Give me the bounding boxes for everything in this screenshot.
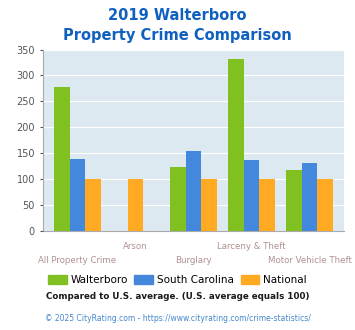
- Legend: Walterboro, South Carolina, National: Walterboro, South Carolina, National: [44, 271, 311, 289]
- Bar: [317, 179, 333, 231]
- Bar: [186, 150, 201, 231]
- Text: Motor Vehicle Theft: Motor Vehicle Theft: [268, 256, 351, 265]
- Text: 2019 Walterboro: 2019 Walterboro: [108, 8, 247, 23]
- Text: Burglary: Burglary: [175, 256, 212, 265]
- Bar: [286, 170, 302, 231]
- Text: Compared to U.S. average. (U.S. average equals 100): Compared to U.S. average. (U.S. average …: [46, 292, 309, 301]
- Bar: [54, 87, 70, 231]
- Text: All Property Crime: All Property Crime: [38, 256, 116, 265]
- Bar: [128, 179, 143, 231]
- Bar: [244, 160, 259, 231]
- Text: Larceny & Theft: Larceny & Theft: [217, 242, 286, 251]
- Bar: [170, 167, 186, 231]
- Text: © 2025 CityRating.com - https://www.cityrating.com/crime-statistics/: © 2025 CityRating.com - https://www.city…: [45, 314, 310, 323]
- Bar: [228, 59, 244, 231]
- Bar: [259, 179, 275, 231]
- Text: Arson: Arson: [123, 242, 148, 251]
- Bar: [201, 179, 217, 231]
- Text: Property Crime Comparison: Property Crime Comparison: [63, 28, 292, 43]
- Bar: [302, 163, 317, 231]
- Bar: [85, 179, 100, 231]
- Bar: [70, 159, 85, 231]
